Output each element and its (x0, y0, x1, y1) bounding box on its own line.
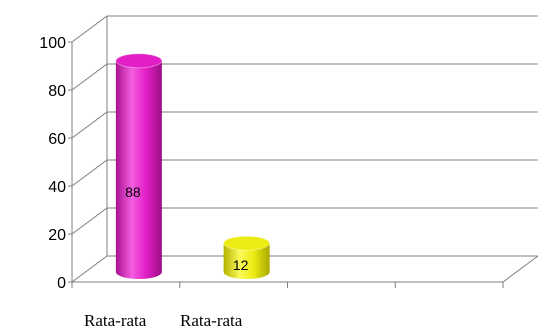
floor-right-edge (502, 255, 539, 283)
y-tick-label: 100 (39, 35, 66, 52)
bar-body (115, 60, 162, 279)
y-tick-label: 60 (48, 131, 66, 148)
data-label: 12 (233, 257, 249, 273)
gridline (71, 15, 538, 43)
y-tick-label: 0 (57, 275, 66, 292)
bar (115, 53, 163, 279)
chart-bars: 88 12 (115, 53, 271, 279)
bar-top (115, 53, 163, 69)
x-axis-category-labels: Rata-rata Rata-rata (84, 311, 243, 330)
chart-axes (68, 16, 539, 288)
y-tick-label: 80 (48, 83, 66, 100)
bar-top (223, 235, 271, 251)
data-label: 88 (125, 184, 141, 200)
y-tick-label: 20 (48, 227, 66, 244)
x-category-label: Rata-rata (180, 311, 243, 330)
x-category-label: Rata-rata (84, 311, 147, 330)
bar (223, 235, 271, 279)
bar-body (223, 243, 270, 279)
y-axis-tick-labels: 0 20 40 60 80 100 (39, 35, 66, 292)
y-tick-label: 40 (48, 179, 66, 196)
